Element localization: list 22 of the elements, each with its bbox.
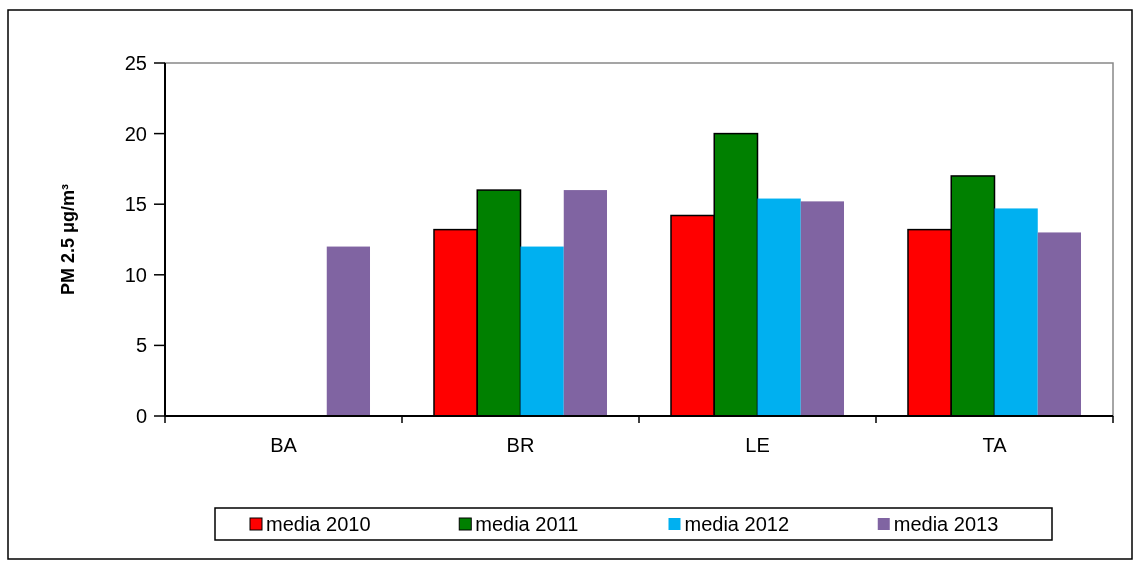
legend-label: media 2011 bbox=[475, 513, 579, 535]
y-tick-label: 0 bbox=[135, 405, 147, 427]
bar bbox=[757, 198, 801, 416]
bar bbox=[520, 246, 564, 416]
bar bbox=[994, 208, 1038, 416]
y-tick-label: 5 bbox=[135, 334, 147, 357]
y-tick-label: 10 bbox=[124, 263, 147, 286]
bar bbox=[1037, 232, 1081, 416]
y-tick-label: 20 bbox=[124, 122, 147, 145]
y-axis-title: PM 2.5 μg/m³ bbox=[58, 183, 78, 296]
bar bbox=[563, 190, 608, 416]
x-tick-label: LE bbox=[745, 434, 770, 456]
bar bbox=[326, 246, 371, 416]
y-tick-label: 25 bbox=[124, 52, 147, 74]
y-tick-label: 15 bbox=[124, 193, 147, 216]
x-tick-label: BR bbox=[506, 434, 535, 456]
legend-label: media 2013 bbox=[893, 513, 999, 535]
x-tick-label: TA bbox=[982, 434, 1008, 456]
bar bbox=[800, 201, 845, 416]
legend-label: media 2010 bbox=[266, 513, 371, 535]
x-tick-label: BA bbox=[270, 434, 298, 456]
legend-label: media 2012 bbox=[684, 513, 790, 535]
